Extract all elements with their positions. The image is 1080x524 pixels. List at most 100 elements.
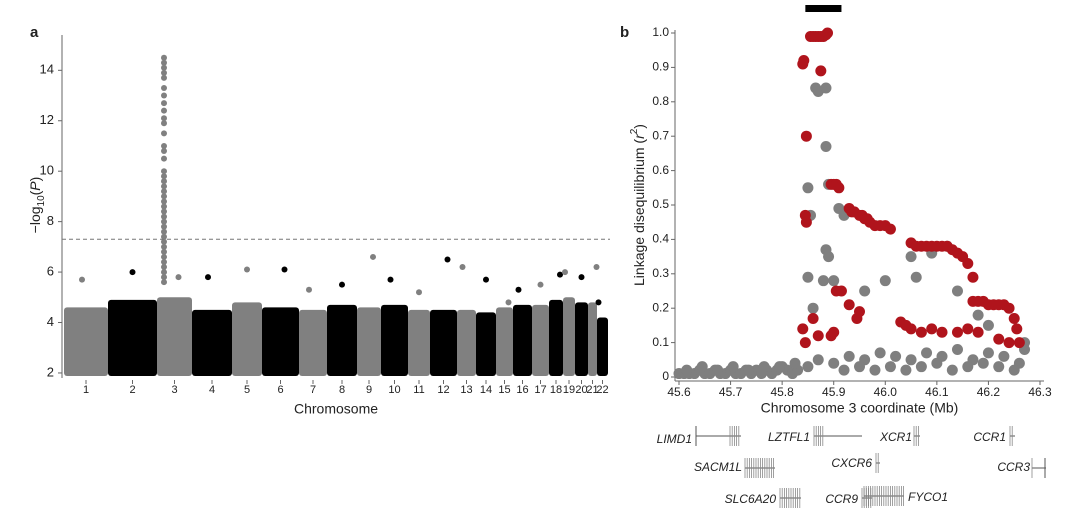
ld-point [972, 309, 984, 321]
ld-point [802, 182, 814, 194]
gene-label: CCR9 [825, 492, 858, 506]
lead-snp [161, 258, 167, 265]
lead-snp [161, 92, 167, 99]
x-tick-label: 7 [310, 384, 316, 396]
panel-label: b [620, 24, 629, 41]
snp-band [496, 307, 513, 376]
y-tick-label: 0.8 [652, 94, 669, 108]
x-tick-label: 2 [129, 384, 135, 396]
ld-point [915, 361, 927, 373]
ld-point [874, 347, 886, 359]
lead-snp [161, 155, 167, 162]
peak-snp [244, 266, 250, 273]
gene-label: CCR1 [973, 430, 1006, 444]
lead-snp [161, 173, 167, 180]
x-tick-label: 4 [209, 384, 215, 396]
lead-snp [161, 198, 167, 205]
x-tick-label: 14 [480, 384, 492, 396]
lead-snp [161, 74, 167, 81]
lead-snp [161, 100, 167, 107]
ld-point [879, 275, 891, 287]
ld-point [915, 326, 927, 338]
ld-point [833, 182, 845, 194]
lead-snp [161, 274, 167, 281]
ld-point [884, 361, 896, 373]
x-axis-title: Chromosome [294, 401, 378, 417]
y-tick-label: 0.9 [652, 60, 669, 74]
ld-point [807, 302, 819, 314]
ld-point [815, 65, 827, 77]
x-tick-label: 6 [277, 384, 283, 396]
y-axis-title-part: −log [27, 206, 43, 233]
lead-snp [161, 59, 167, 66]
snp-band [575, 302, 588, 376]
ld-point [838, 364, 850, 376]
lead-snp [161, 130, 167, 137]
lead-snp [161, 115, 167, 122]
snp-band [597, 317, 608, 376]
panel-label: a [30, 24, 39, 41]
ld-point [802, 271, 814, 283]
y-axis-title-part: r [631, 133, 647, 139]
lead-snp [161, 69, 167, 76]
lead-snp [161, 223, 167, 230]
x-tick-label: 21 [586, 384, 598, 396]
y-tick-label: 0 [662, 369, 669, 383]
ld-point [982, 347, 994, 359]
ld-point [884, 223, 896, 235]
ld-point [972, 326, 984, 338]
y-tick-label: 0.6 [652, 163, 669, 177]
peak-snp [129, 269, 136, 276]
lead-snp [161, 64, 167, 71]
ld-point [822, 27, 834, 39]
y-tick-label: 0.4 [652, 232, 669, 246]
ld-point [1011, 323, 1023, 335]
lead-snp [161, 213, 167, 220]
ld-point [820, 82, 832, 94]
x-tick-label: 45.9 [822, 385, 846, 399]
lead-snp [161, 233, 167, 240]
lead-snp [161, 279, 167, 286]
x-tick-label: 16 [516, 384, 528, 396]
ld-point [712, 364, 724, 376]
peak-snp [557, 271, 563, 278]
ld-point [967, 271, 979, 283]
gene-label: XCR1 [879, 430, 912, 444]
ld-point [817, 275, 829, 287]
peak-snp [281, 266, 288, 273]
lead-snp [161, 203, 167, 210]
ld-point [977, 357, 989, 369]
y-tick-label: 6 [47, 264, 54, 279]
y-axis-title-part: ) [27, 177, 43, 182]
ld-point [828, 326, 840, 338]
lead-snp [161, 269, 167, 276]
lead-snp [161, 228, 167, 235]
ld-point [802, 361, 814, 373]
y-axis-title: −log10(P) [27, 177, 47, 234]
snp-band [430, 309, 457, 376]
snp-band [357, 307, 381, 376]
ld-point [798, 55, 810, 67]
x-tick-label: 22 [596, 384, 608, 396]
ld-point [869, 364, 881, 376]
ld-point [835, 285, 847, 297]
snp-band [532, 304, 549, 376]
peak-snp [79, 276, 85, 283]
y-axis-title-part: P [27, 181, 43, 191]
y-axis-title-part: ( [27, 190, 43, 195]
x-tick-label: 3 [171, 384, 177, 396]
gene-label: CXCR6 [831, 456, 872, 470]
gene-label: SLC6A20 [725, 492, 777, 506]
x-tick-label: 5 [244, 384, 250, 396]
lead-snp [161, 208, 167, 215]
y-tick-label: 1.0 [652, 25, 669, 39]
y-tick-label: 4 [47, 314, 54, 329]
x-tick-label: 18 [550, 384, 562, 396]
snp-band [381, 304, 408, 376]
ld-point [1008, 313, 1020, 325]
ld-point [993, 333, 1005, 345]
ld-point [854, 306, 865, 318]
ld-point [797, 323, 809, 335]
x-tick-label: 17 [534, 384, 546, 396]
